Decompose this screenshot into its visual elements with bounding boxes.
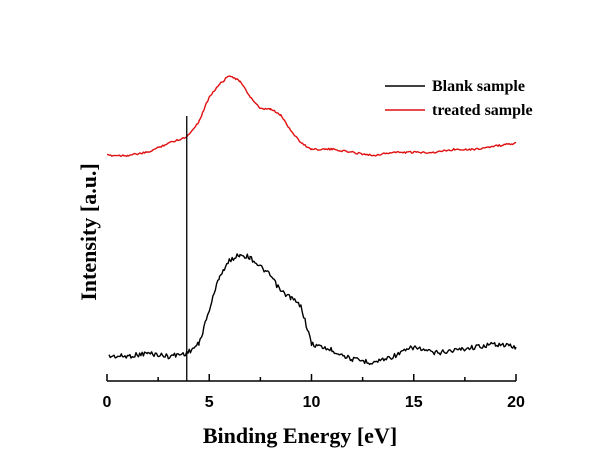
x-tick-label: 10 xyxy=(303,394,321,411)
legend-label-blank-sample: Blank sample xyxy=(432,78,525,95)
x-tick-label: 20 xyxy=(507,394,525,411)
x-tick-label: 15 xyxy=(405,394,423,411)
legend-label-treated-sample: treated sample xyxy=(432,102,533,119)
x-tick-label: 0 xyxy=(103,394,112,411)
y-axis-title: Intensity [a.u.] xyxy=(76,163,101,301)
legend: Blank sample treated sample xyxy=(385,78,533,119)
x-tick-label: 5 xyxy=(205,394,214,411)
x-axis: 0 5 10 15 20 xyxy=(103,374,525,411)
plot-area xyxy=(107,75,517,381)
series-line-treated-sample xyxy=(107,75,517,157)
x-axis-title: Binding Energy [eV] xyxy=(203,423,397,448)
series-line-blank-sample xyxy=(108,253,517,366)
